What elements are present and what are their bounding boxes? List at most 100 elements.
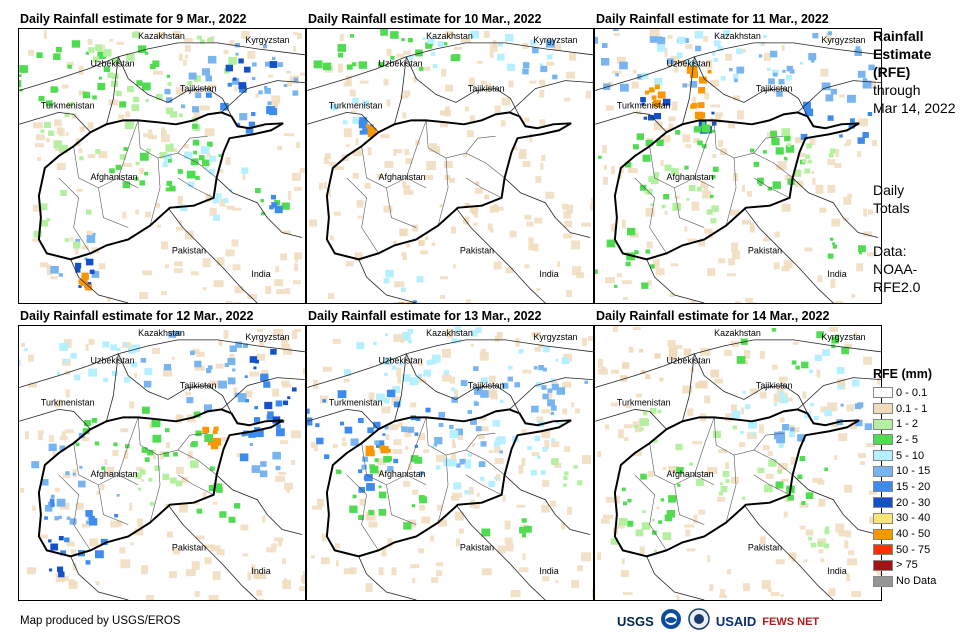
map-label-afghanistan: Afghanistan: [91, 469, 138, 479]
map-label-turkmenistan: Turkmenistan: [329, 397, 383, 407]
legend-swatch: [873, 481, 893, 493]
rainfall-map-svg: Kazakhstan Kyrgyzstan Uzbekistan Tajikistan…: [307, 326, 593, 600]
legend-label: > 75: [896, 559, 918, 572]
legend-label: 10 - 15: [896, 465, 931, 478]
legend-label: 5 - 10: [896, 449, 925, 462]
legend-item: 15 - 20: [873, 479, 936, 495]
country-borders: [19, 339, 305, 600]
legend-swatch: [873, 387, 893, 399]
map-label-kyrgyzstan: Kyrgyzstan: [245, 35, 289, 45]
map-label-uzbekistan: Uzbekistan: [379, 356, 423, 366]
legend-item: 0.1 - 1: [873, 401, 936, 417]
legend-item: 0 - 0.1: [873, 385, 936, 401]
map-label-india: India: [251, 566, 270, 576]
usaid-logo: USAID: [715, 614, 757, 629]
legend-label: 30 - 40: [896, 512, 931, 525]
legend-swatch: [873, 418, 893, 430]
legend-label: 0.1 - 1: [896, 402, 928, 415]
legend-item: 40 - 50: [873, 526, 936, 542]
side-daily-totals: Daily Totals: [873, 181, 910, 217]
country-borders: [307, 339, 593, 600]
legend-item: 5 - 10: [873, 448, 936, 464]
legend-label: 2 - 5: [896, 433, 919, 446]
map-label-afghanistan: Afghanistan: [667, 172, 714, 182]
map-label-kyrgyzstan: Kyrgyzstan: [533, 332, 577, 342]
map-label-uzbekistan: Uzbekistan: [91, 356, 135, 366]
legend-label: 15 - 20: [896, 480, 931, 493]
map-label-kazakhstan: Kazakhstan: [714, 31, 761, 41]
rainfall-map: Kazakhstan Kyrgyzstan Uzbekistan Tajikistan…: [18, 28, 306, 304]
map-label-india: India: [539, 269, 558, 279]
side-title-line1: Rainfall: [873, 28, 924, 44]
map-label-india: India: [827, 269, 846, 279]
rainfall-map-svg: Kazakhstan Kyrgyzstan Uzbekistan Tajikistan…: [595, 326, 881, 600]
province-boundaries: [58, 417, 217, 551]
map-label-kyrgyzstan: Kyrgyzstan: [821, 35, 865, 45]
afghanistan-outline: [325, 408, 572, 558]
map-label-kyrgyzstan: Kyrgyzstan: [245, 332, 289, 342]
map-label-kazakhstan: Kazakhstan: [714, 328, 761, 338]
rainfall-map: Kazakhstan Kyrgyzstan Uzbekistan Tajikistan…: [594, 28, 882, 304]
map-label-tajikistan: Tajikistan: [756, 84, 793, 94]
province-boundaries: [634, 120, 793, 254]
map-label-tajikistan: Tajikistan: [180, 84, 217, 94]
legend-label: No Data: [896, 575, 937, 588]
map-label-afghanistan: Afghanistan: [667, 469, 714, 479]
map-label-turkmenistan: Turkmenistan: [617, 100, 671, 110]
legend-label: 20 - 30: [896, 496, 931, 509]
map-label-kazakhstan: Kazakhstan: [138, 31, 185, 41]
logo-strip: USGS USAID FEWS NET: [617, 608, 819, 635]
map-panel-mar9: Daily Rainfall estimate for 9 Mar., 2022…: [18, 12, 306, 306]
panel-title: Daily Rainfall estimate for 12 Mar., 202…: [20, 309, 254, 323]
dry-speckle: [27, 29, 305, 303]
afghanistan-outline: [37, 408, 284, 558]
usgs-logo: USGS: [617, 614, 654, 629]
rainfall-map: Kazakhstan Kyrgyzstan Uzbekistan Tajikistan…: [306, 28, 594, 304]
map-label-turkmenistan: Turkmenistan: [41, 100, 95, 110]
legend-swatch: [873, 544, 893, 556]
side-daily-line2: Totals: [873, 200, 910, 216]
map-label-pakistan: Pakistan: [460, 542, 494, 552]
legend-rows: 0 - 0.1 0.1 - 1 1 - 2 2 - 5 5 - 10 10 - 15 15 …: [873, 385, 936, 589]
map-panel-mar11: Daily Rainfall estimate for 11 Mar., 202…: [594, 12, 882, 306]
side-data-line3: RFE2.0: [873, 279, 921, 295]
legend-swatch: [873, 465, 893, 477]
legend-item: 30 - 40: [873, 511, 936, 527]
province-boundaries: [58, 120, 217, 254]
panel-title: Daily Rainfall estimate for 14 Mar., 202…: [596, 309, 830, 323]
map-panel-mar12: Daily Rainfall estimate for 12 Mar., 202…: [18, 309, 306, 603]
afghanistan-outline: [613, 111, 860, 261]
side-data-source: Data: NOAA- RFE2.0: [873, 242, 920, 296]
legend-item: 20 - 30: [873, 495, 936, 511]
panel-title: Daily Rainfall estimate for 10 Mar., 202…: [308, 12, 542, 26]
province-boundaries: [634, 417, 793, 551]
rainfall-map: Kazakhstan Kyrgyzstan Uzbekistan Tajikistan…: [306, 325, 594, 601]
credit-text: Map produced by USGS/EROS: [20, 615, 181, 627]
map-label-pakistan: Pakistan: [172, 542, 206, 552]
legend-swatch: [873, 403, 893, 415]
side-data-line2: NOAA-: [873, 261, 918, 277]
map-panel-mar13: Daily Rainfall estimate for 13 Mar., 202…: [306, 309, 594, 603]
legend-item: 2 - 5: [873, 432, 936, 448]
province-boundaries: [346, 417, 505, 551]
map-label-kazakhstan: Kazakhstan: [426, 328, 473, 338]
side-title: Rainfall Estimate (RFE) through Mar 14, …: [873, 27, 956, 117]
map-label-india: India: [827, 566, 846, 576]
dry-speckle: [309, 30, 593, 303]
legend-label: 50 - 75: [896, 543, 931, 556]
panel-title: Daily Rainfall estimate for 13 Mar., 202…: [308, 309, 542, 323]
legend-label: 40 - 50: [896, 528, 931, 541]
map-label-tajikistan: Tajikistan: [756, 381, 793, 391]
map-label-india: India: [251, 269, 270, 279]
legend-swatch: [873, 434, 893, 446]
country-borders: [595, 42, 881, 303]
afghanistan-outline: [37, 111, 284, 261]
rainfall-map-svg: Kazakhstan Kyrgyzstan Uzbekistan Tajikistan…: [307, 29, 593, 303]
map-label-kazakhstan: Kazakhstan: [138, 328, 185, 338]
country-borders: [595, 339, 881, 600]
map-label-uzbekistan: Uzbekistan: [667, 356, 711, 366]
rainfall-map: Kazakhstan Kyrgyzstan Uzbekistan Tajikistan…: [18, 325, 306, 601]
fewsnet-logo: FEWS NET: [762, 615, 820, 628]
map-label-uzbekistan: Uzbekistan: [667, 59, 711, 69]
map-panel-mar14: Daily Rainfall estimate for 14 Mar., 202…: [594, 309, 882, 603]
